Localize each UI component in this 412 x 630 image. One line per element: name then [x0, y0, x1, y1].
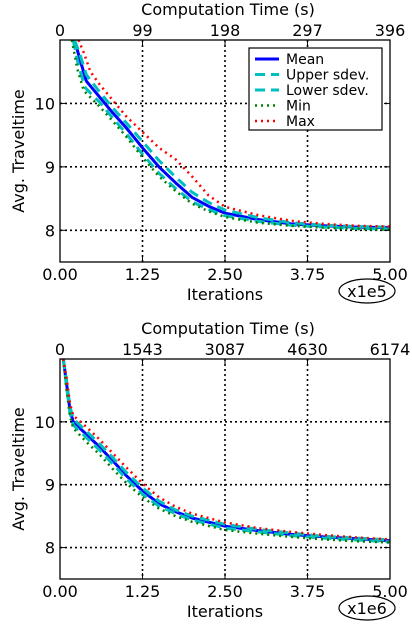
legend-label: Mean: [286, 52, 324, 68]
y-tick-label: 9: [45, 158, 55, 177]
y-axis-label: Avg. Traveltime: [9, 89, 28, 213]
chart-1: 0.00 0 1.25 99 2.50 198 3.75 297 5.00 396 8 9 10 Comp…: [9, 0, 408, 304]
series-line-upper-sdev: [73, 40, 390, 229]
x-tick-label: 5.00: [372, 582, 408, 601]
multiplier-ellipse: [338, 278, 396, 304]
y-tick-label: 8: [45, 539, 55, 558]
series-line-min: [62, 359, 390, 544]
series-line-mean: [61, 359, 390, 543]
series-line-max: [62, 359, 390, 541]
x-multiplier-label: x1e6: [347, 599, 387, 618]
y-tick-label: 8: [45, 221, 55, 240]
x-tick-label: 2.50: [207, 582, 243, 601]
legend-label: Min: [286, 99, 311, 115]
top-axis-tick-label: 4630: [287, 340, 328, 359]
x-tick-label: 0.00: [42, 582, 78, 601]
series-line-lower-sdev: [61, 359, 390, 544]
top-axis-tick-label: 396: [375, 21, 406, 40]
x-tick-label: 1.25: [125, 582, 161, 601]
x-axis-label: Iterations: [187, 285, 263, 304]
top-axis-title: Computation Time (s): [141, 0, 315, 19]
x-multiplier-label: x1e5: [347, 282, 387, 301]
x-tick-label: 1.25: [125, 265, 161, 284]
top-axis-tick-label: 6174: [370, 340, 411, 359]
top-axis-tick-label: 99: [132, 21, 152, 40]
series-line-lower-sdev: [71, 40, 390, 231]
x-tick-label: 0.00: [42, 265, 78, 284]
x-tick-label: 3.75: [290, 265, 326, 284]
x-tick-label: 5.00: [372, 265, 408, 284]
y-tick-label: 10: [35, 94, 55, 113]
y-tick-label: 10: [35, 413, 55, 432]
top-axis-tick-label: 297: [292, 21, 323, 40]
x-tick-label: 2.50: [207, 265, 243, 284]
x-tick-label: 3.75: [290, 582, 326, 601]
series-group: [61, 359, 390, 544]
legend-label: Max: [286, 114, 315, 130]
top-axis-tick-label: 1543: [122, 340, 163, 359]
legend-label: Lower sdev.: [286, 83, 369, 99]
y-tick-label: 9: [45, 476, 55, 495]
top-axis-tick-label: 3087: [205, 340, 246, 359]
top-axis-title: Computation Time (s): [141, 319, 315, 338]
series-line-min: [70, 40, 390, 231]
top-axis-tick-label: 0: [55, 340, 65, 359]
chart-2: 0.00 0 1.25 1543 2.50 3087 3.75 4630 5.00 6174 8 9 1…: [9, 319, 410, 621]
series-line-upper-sdev: [61, 359, 390, 542]
series-group: [70, 40, 390, 231]
top-axis-tick-label: 198: [210, 21, 241, 40]
y-axis-label: Avg. Traveltime: [9, 407, 28, 531]
series-line-max: [77, 40, 390, 228]
legend-label: Upper sdev.: [286, 68, 369, 84]
top-axis-tick-label: 0: [55, 21, 65, 40]
x-axis-label: Iterations: [187, 602, 263, 621]
multiplier-ellipse: [338, 595, 396, 621]
